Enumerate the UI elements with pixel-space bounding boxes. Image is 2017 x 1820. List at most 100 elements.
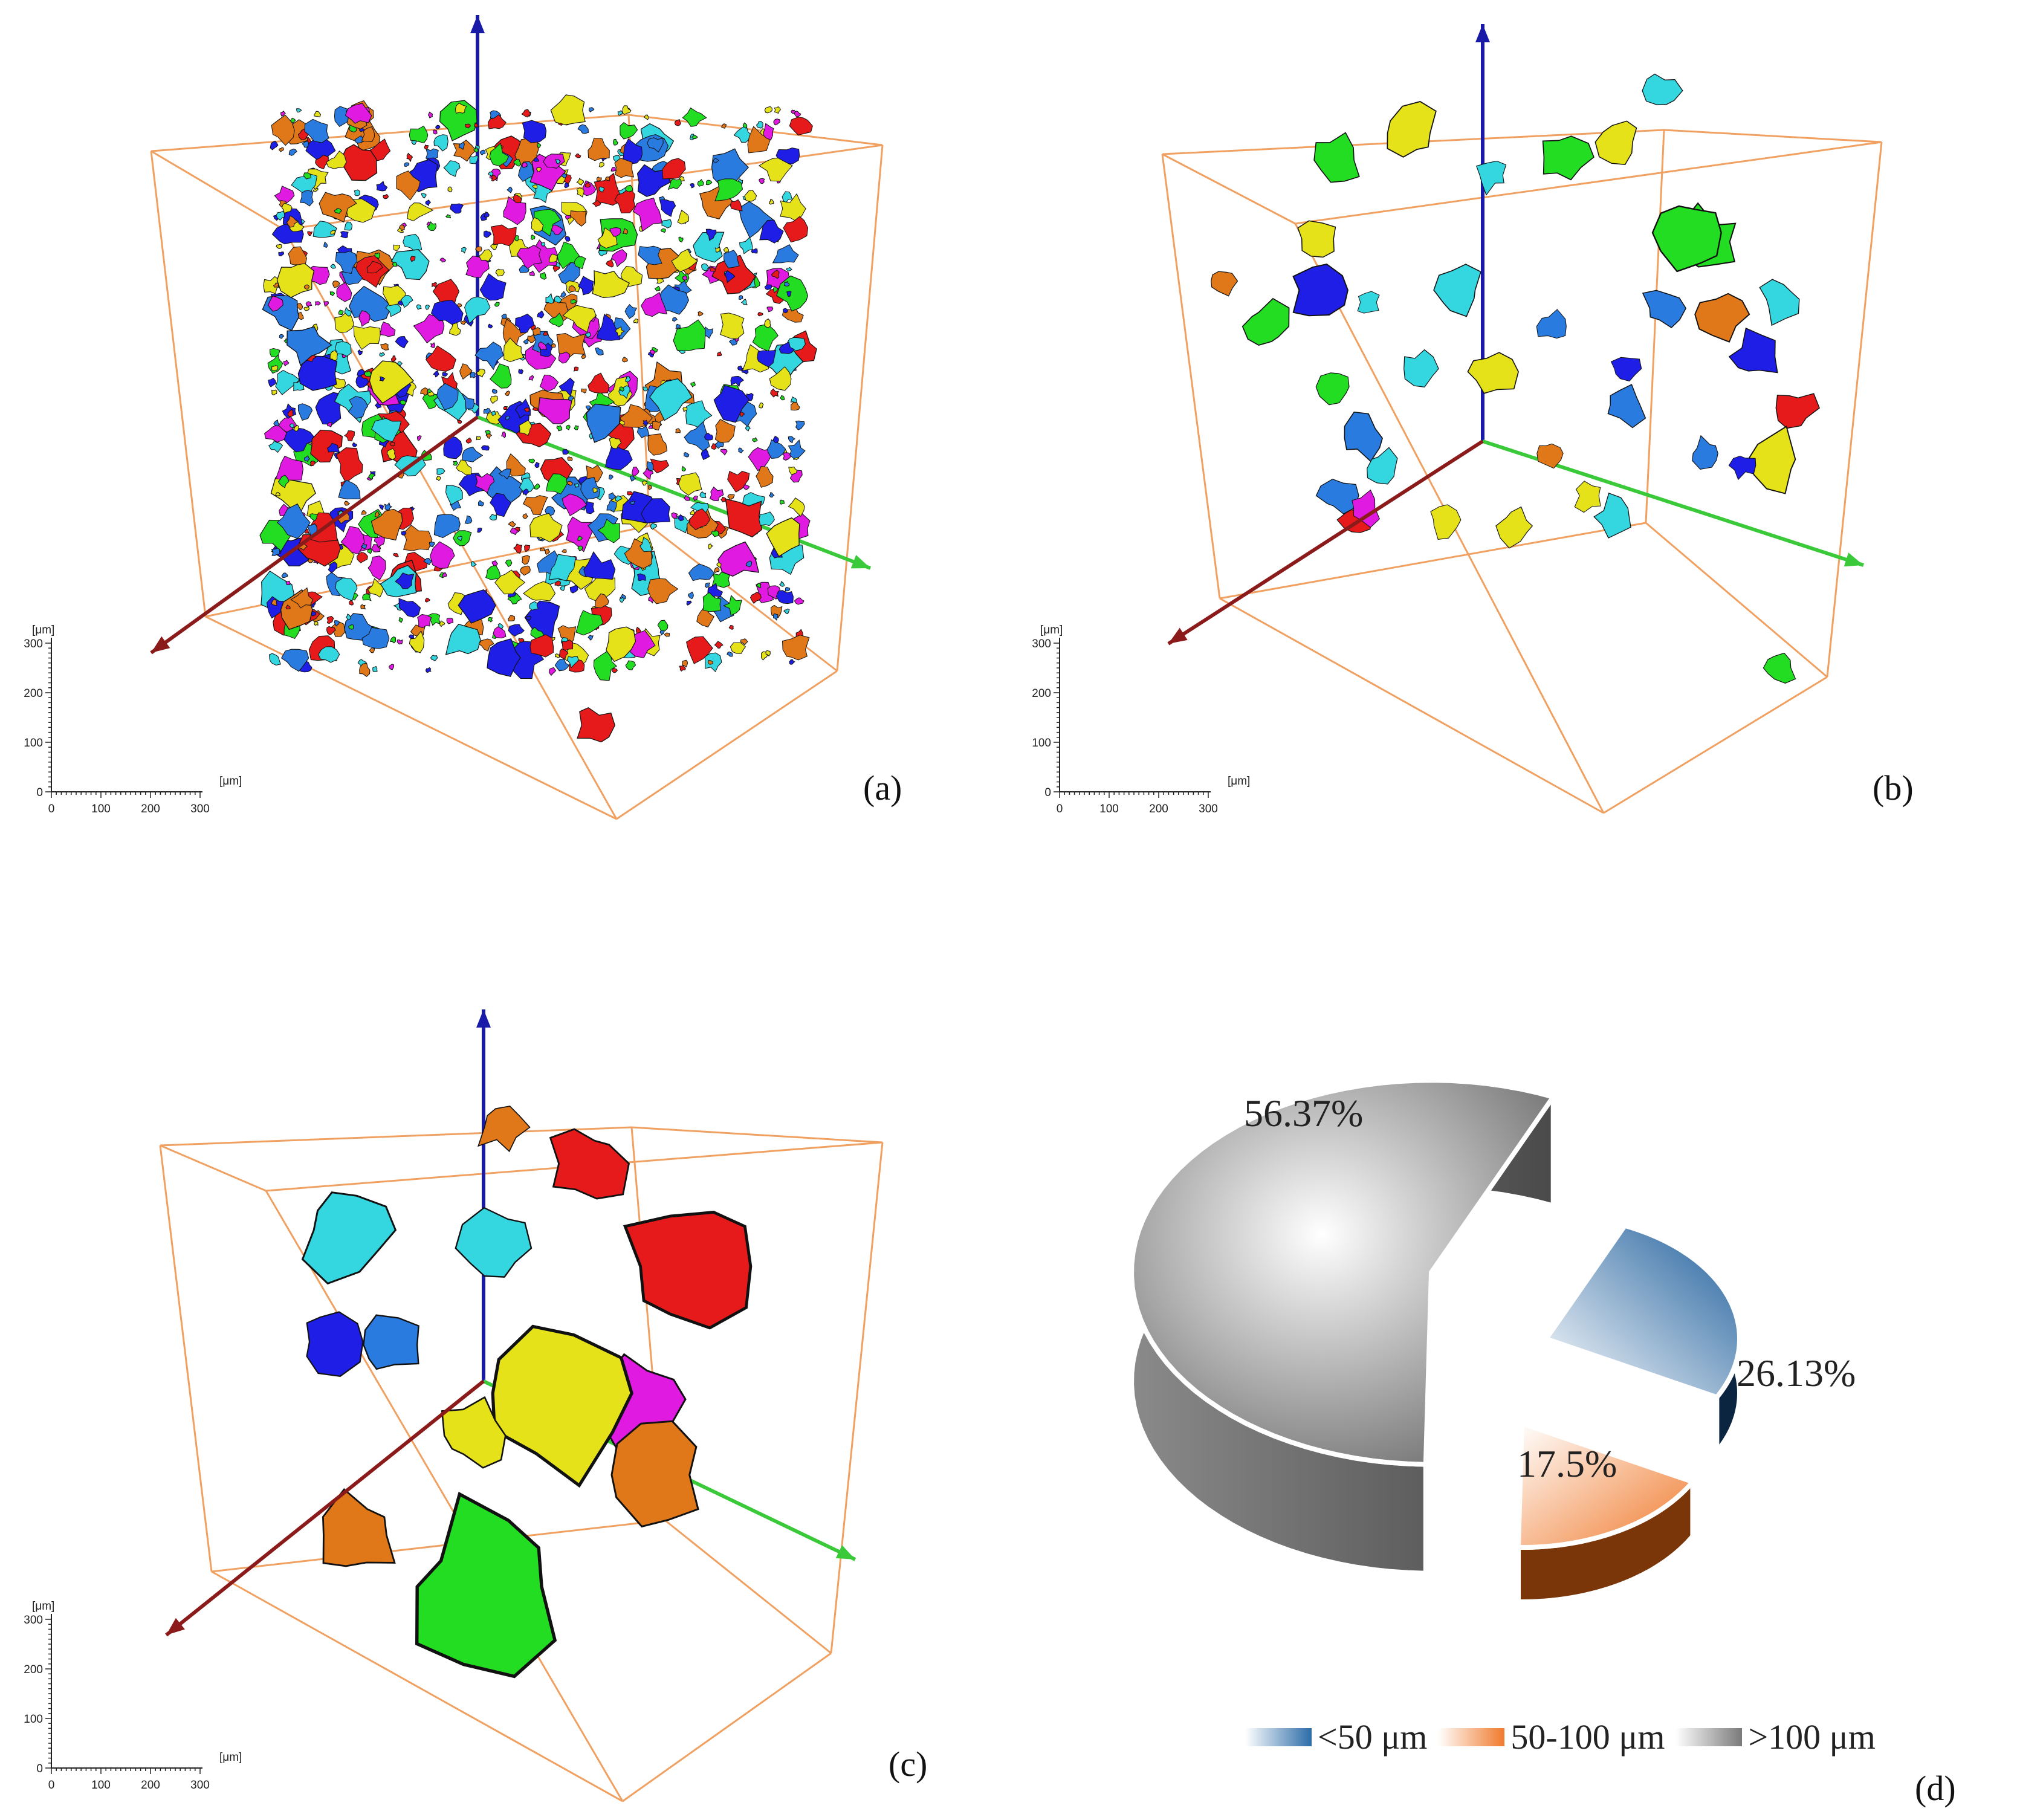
particle <box>730 199 743 212</box>
particle <box>490 395 498 404</box>
particle <box>393 244 400 251</box>
particle <box>479 273 507 301</box>
particle <box>756 465 774 488</box>
particle <box>514 526 520 532</box>
particle <box>578 276 594 296</box>
particle <box>693 232 725 263</box>
particle <box>691 135 698 140</box>
particle <box>404 552 429 573</box>
x-axis-arrow-head <box>1168 627 1188 644</box>
particle <box>780 395 785 401</box>
particle <box>464 515 473 524</box>
particle <box>562 639 574 651</box>
legend-label-50-100: 50-100 μm <box>1510 1717 1665 1757</box>
particle <box>615 326 625 337</box>
particle <box>397 639 403 645</box>
particle <box>764 318 771 328</box>
particle <box>330 230 336 235</box>
particle <box>460 320 467 325</box>
particle <box>424 144 429 150</box>
particle <box>303 306 310 311</box>
particle <box>647 137 664 153</box>
particle <box>425 199 432 206</box>
particle <box>697 179 704 187</box>
particle <box>491 175 497 182</box>
particle <box>713 384 750 423</box>
particle <box>789 117 813 135</box>
scale-htick-label: 100 <box>91 803 111 815</box>
particle <box>461 247 467 254</box>
particle <box>287 326 332 366</box>
particle <box>682 406 688 412</box>
y-axis-arrow-head <box>835 1545 855 1559</box>
particle <box>643 386 648 392</box>
particle <box>416 304 422 310</box>
particle <box>613 138 618 146</box>
particle <box>344 221 353 231</box>
particle <box>586 405 592 410</box>
particle <box>475 473 495 494</box>
particle <box>632 197 663 232</box>
particle <box>622 356 628 363</box>
panel-a-3d-render: [μm] [μm] 300 200 100 0 0 100 200 300 (a) <box>0 0 1008 910</box>
particle <box>361 627 390 649</box>
particle <box>1607 384 1646 429</box>
particle <box>764 106 773 114</box>
particle <box>638 245 662 265</box>
particle <box>361 126 375 143</box>
particle <box>727 494 735 502</box>
pie-slice-gt100-top <box>1129 1078 1558 1467</box>
particle <box>622 105 632 115</box>
particle <box>301 1191 397 1285</box>
particle <box>711 530 719 537</box>
particle <box>1242 297 1290 346</box>
particle <box>661 219 672 228</box>
particle <box>303 284 310 290</box>
particle <box>537 341 548 351</box>
particle <box>476 436 481 441</box>
particle <box>592 487 598 493</box>
particle <box>432 282 438 288</box>
particle <box>455 459 472 475</box>
particle <box>518 638 525 643</box>
panel-b-3d-render: [μm] [μm] 300 200 100 0 0 100 200 300 (b) <box>1008 0 2016 910</box>
particle <box>326 422 333 428</box>
particle <box>678 236 684 243</box>
particle <box>335 447 363 484</box>
particle <box>513 543 523 554</box>
slice-label-50-100: 17.5% <box>1517 1442 1617 1485</box>
particle <box>271 598 277 606</box>
particle <box>717 351 722 357</box>
particle <box>443 435 463 459</box>
particle <box>656 278 664 284</box>
particle <box>687 591 694 600</box>
particle <box>564 182 569 189</box>
scale-vtick-label: 0 <box>36 786 43 799</box>
particle <box>309 461 316 467</box>
particle <box>403 525 433 551</box>
particle <box>759 402 764 409</box>
particle <box>740 638 748 646</box>
particle <box>679 175 685 182</box>
particle <box>568 395 574 402</box>
box-edge <box>1663 129 1882 143</box>
particle <box>641 292 668 317</box>
particle <box>548 253 558 263</box>
particle <box>271 114 295 146</box>
particle <box>536 167 542 172</box>
scale-unit-label-v: [μm] <box>32 624 54 636</box>
particle <box>459 363 473 380</box>
particle <box>319 192 357 223</box>
particle <box>724 250 740 268</box>
particle <box>400 294 413 308</box>
scale-unit-label-h: [μm] <box>1228 775 1250 788</box>
particle <box>748 447 773 471</box>
particle <box>427 221 437 232</box>
particle <box>562 305 597 333</box>
particle <box>643 419 649 426</box>
particle <box>684 494 690 501</box>
particle <box>410 256 416 262</box>
particle <box>682 275 688 280</box>
particle <box>357 369 366 377</box>
scale-unit-label-v: [μm] <box>1040 624 1063 636</box>
